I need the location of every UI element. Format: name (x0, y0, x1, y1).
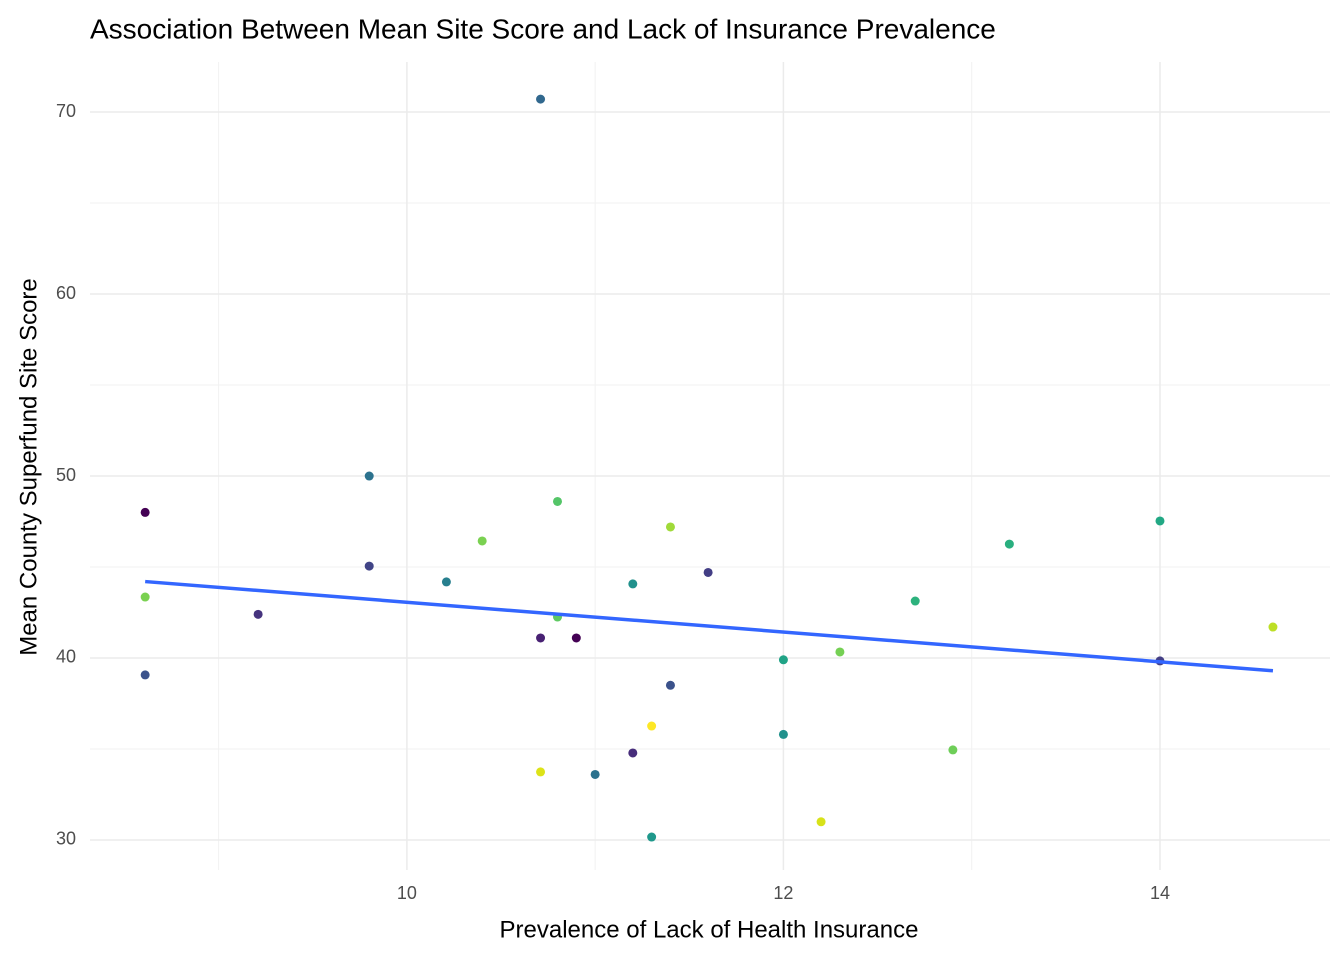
point (1268, 622, 1278, 632)
point (628, 579, 638, 589)
point (364, 561, 374, 571)
y-tick-label: 70 (56, 101, 76, 121)
point (140, 507, 150, 517)
point (1004, 539, 1014, 549)
point (835, 647, 845, 657)
x-tick-label: 10 (397, 883, 417, 903)
y-tick-label: 30 (56, 829, 76, 849)
point (910, 596, 920, 606)
point (948, 745, 958, 755)
y-axis-label: Mean County Superfund Site Score (15, 278, 42, 656)
point (628, 748, 638, 758)
trend-line (145, 579, 1274, 673)
point (552, 496, 562, 506)
point (253, 609, 263, 619)
point (778, 655, 788, 665)
point (647, 832, 657, 842)
point (647, 721, 657, 731)
chart-title: Association Between Mean Site Score and … (90, 13, 996, 44)
y-tick-label: 60 (56, 283, 76, 303)
point (536, 633, 546, 643)
point (703, 567, 713, 577)
y-tick-label: 50 (56, 465, 76, 485)
x-tick-label: 14 (1150, 883, 1170, 903)
point (364, 471, 374, 481)
point (816, 817, 826, 827)
point (590, 769, 600, 779)
point (571, 633, 581, 643)
point (665, 522, 675, 532)
y-tick-label: 40 (56, 647, 76, 667)
point (778, 729, 788, 739)
point (140, 592, 150, 602)
point (665, 680, 675, 690)
point (536, 94, 546, 104)
x-tick-label: 12 (773, 883, 793, 903)
x-axis-label: Prevalence of Lack of Health Insurance (500, 916, 919, 943)
point (1155, 516, 1165, 526)
point (140, 670, 150, 680)
point (441, 577, 451, 587)
point (477, 536, 487, 546)
point (536, 767, 546, 777)
